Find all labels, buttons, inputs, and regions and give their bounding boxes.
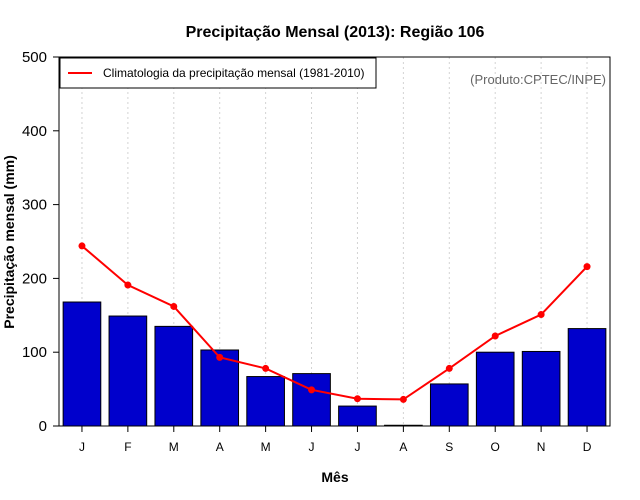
x-tick-label: J [309, 440, 315, 454]
bar [567, 328, 607, 427]
x-tick-label: S [445, 440, 453, 454]
climatology-point [170, 302, 178, 310]
x-tick-label: M [169, 440, 179, 454]
climatology-point [262, 364, 270, 372]
y-tick-label: 400 [22, 123, 47, 140]
bar [521, 350, 561, 427]
legend-label: Climatologia da precipitação mensal (198… [103, 66, 364, 80]
bar [475, 351, 515, 427]
y-tick-label: 500 [22, 49, 47, 66]
bar [338, 405, 377, 427]
climatology-point [78, 242, 86, 250]
bar [292, 373, 331, 427]
climatology-point [124, 281, 132, 289]
bar [62, 301, 102, 427]
climatology-line [78, 242, 591, 403]
chart-title: Precipitação Mensal (2013): Região 106 [186, 24, 485, 41]
x-tick-label: J [354, 440, 360, 454]
climatology-point [583, 263, 591, 271]
x-tick-label: A [399, 440, 407, 454]
x-tick-label: M [261, 440, 271, 454]
bars [62, 301, 607, 427]
y-tick-label: 100 [22, 344, 47, 361]
axes: 0 100 200 300 400 500 J F M A M J J A S O N D [22, 49, 611, 454]
y-axis-label: Precipitação mensal (mm) [1, 155, 17, 329]
x-tick-label: O [491, 440, 500, 454]
x-tick-label: N [537, 440, 546, 454]
climatology-point [399, 395, 407, 403]
climatology-point [308, 386, 316, 394]
bar [246, 376, 285, 427]
legend: Climatologia da precipitação mensal (198… [59, 57, 377, 89]
climatology-point [537, 311, 545, 319]
plot-frame [58, 56, 611, 427]
legend-box [59, 57, 377, 89]
y-tick-label: 200 [22, 270, 47, 287]
climatology-point [216, 353, 224, 361]
bar [154, 325, 194, 427]
grid [81, 57, 588, 426]
bar [108, 315, 148, 427]
x-tick-label: A [216, 440, 224, 454]
x-tick-label: J [79, 440, 85, 454]
climatology-point [491, 332, 499, 340]
y-tick-label: 300 [22, 197, 47, 214]
climatology-point [353, 395, 361, 403]
bar [200, 349, 240, 427]
climatology-polyline [81, 245, 588, 401]
x-tick-label: F [124, 440, 131, 454]
x-axis-label: Mês [321, 469, 348, 485]
credit-annotation: (Produto:CPTEC/INPE) [470, 72, 606, 87]
y-tick-label: 0 [39, 418, 47, 435]
bar [429, 383, 469, 427]
x-tick-label: D [583, 440, 592, 454]
climatology-point [445, 364, 453, 372]
